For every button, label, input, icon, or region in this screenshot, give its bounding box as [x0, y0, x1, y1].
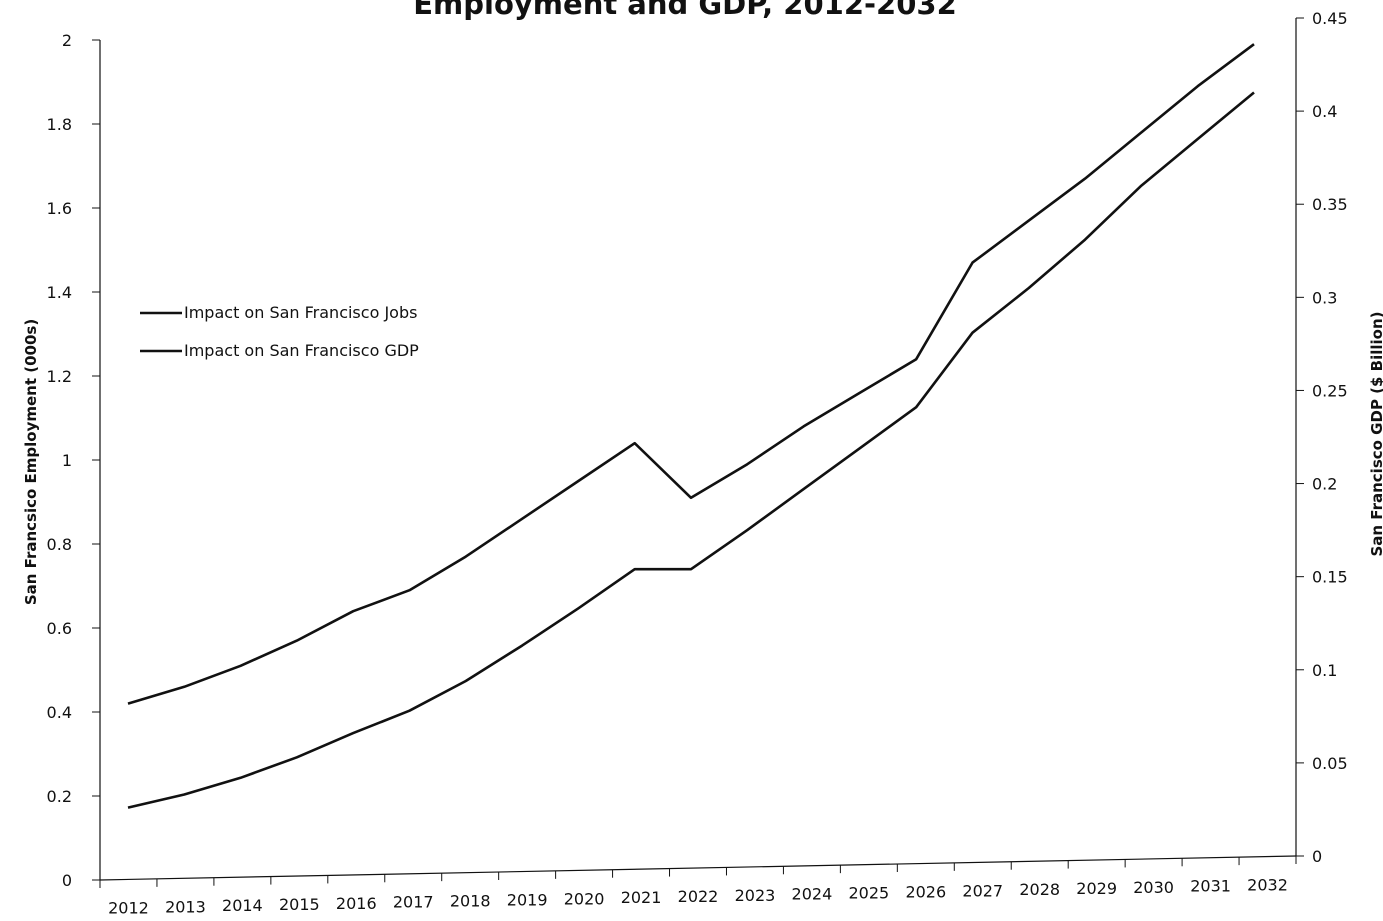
- y-left-tick-label: 2: [62, 31, 72, 50]
- x-tick-label: 2016: [336, 894, 377, 913]
- y-left-tick-label: 0.6: [47, 619, 72, 638]
- legend-label: Impact on San Francisco GDP: [184, 341, 419, 360]
- x-tick-label: 2017: [393, 893, 434, 912]
- y-right-tick-label: 0.35: [1312, 195, 1348, 214]
- y-left-tick-label: 1: [62, 451, 72, 470]
- x-tick-label: 2023: [735, 886, 776, 905]
- x-tick-label: 2032: [1247, 876, 1288, 895]
- y-axis-right-title: San Francisco GDP ($ Billion): [1368, 311, 1383, 556]
- y-right-tick-label: 0.1: [1312, 661, 1337, 680]
- x-tick-label: 2014: [222, 896, 263, 915]
- x-tick-label: 2019: [507, 890, 548, 909]
- series-line-1: [127, 43, 1255, 705]
- y-left-tick-label: 1.8: [47, 115, 72, 134]
- y-right-tick-label: 0.2: [1312, 475, 1337, 494]
- y-right-tick-label: 0.45: [1312, 9, 1348, 28]
- y-right-tick-label: 0.3: [1312, 288, 1337, 307]
- x-tick-label: 2018: [450, 892, 491, 911]
- x-tick-label: 2028: [1019, 880, 1060, 899]
- legend-label: Impact on San Francisco Jobs: [184, 303, 417, 322]
- y-left-tick-label: 1.4: [47, 283, 72, 302]
- y-right-tick-label: 0.05: [1312, 754, 1348, 773]
- y-left-tick-label: 1.2: [47, 367, 72, 386]
- x-tick-label: 2027: [962, 881, 1003, 900]
- x-tick-label: 2022: [678, 887, 719, 906]
- y-left-tick-label: 0: [62, 871, 72, 890]
- y-right-tick-label: 0.25: [1312, 381, 1348, 400]
- x-tick-label: 2025: [848, 884, 889, 903]
- x-tick-label: 2012: [108, 898, 149, 917]
- y-right-tick-label: 0: [1312, 847, 1322, 866]
- x-tick-label: 2024: [792, 885, 833, 904]
- y-right-tick-label: 0.15: [1312, 568, 1348, 587]
- x-tick-label: 2021: [621, 888, 662, 907]
- x-tick-label: 2030: [1133, 878, 1174, 897]
- x-tick-label: 2013: [165, 897, 206, 916]
- y-left-tick-label: 0.2: [47, 787, 72, 806]
- x-axis-line: [99, 855, 1297, 881]
- y-left-tick-label: 0.4: [47, 703, 72, 722]
- y-axis-left-title: San Francsico Employment (000s): [22, 319, 40, 605]
- y-left-tick-label: 0.8: [47, 535, 72, 554]
- x-tick-label: 2026: [905, 882, 946, 901]
- x-tick-label: 2020: [564, 889, 605, 908]
- y-right-tick-label: 0.4: [1312, 102, 1337, 121]
- x-tick-label: 2029: [1076, 879, 1117, 898]
- x-tick-label: 2015: [279, 895, 320, 914]
- x-tick-label: 2031: [1190, 877, 1231, 896]
- series-line-2: [127, 91, 1255, 809]
- chart-title: Employment and GDP, 2012-2032: [413, 0, 957, 21]
- y-left-tick-label: 1.6: [47, 199, 72, 218]
